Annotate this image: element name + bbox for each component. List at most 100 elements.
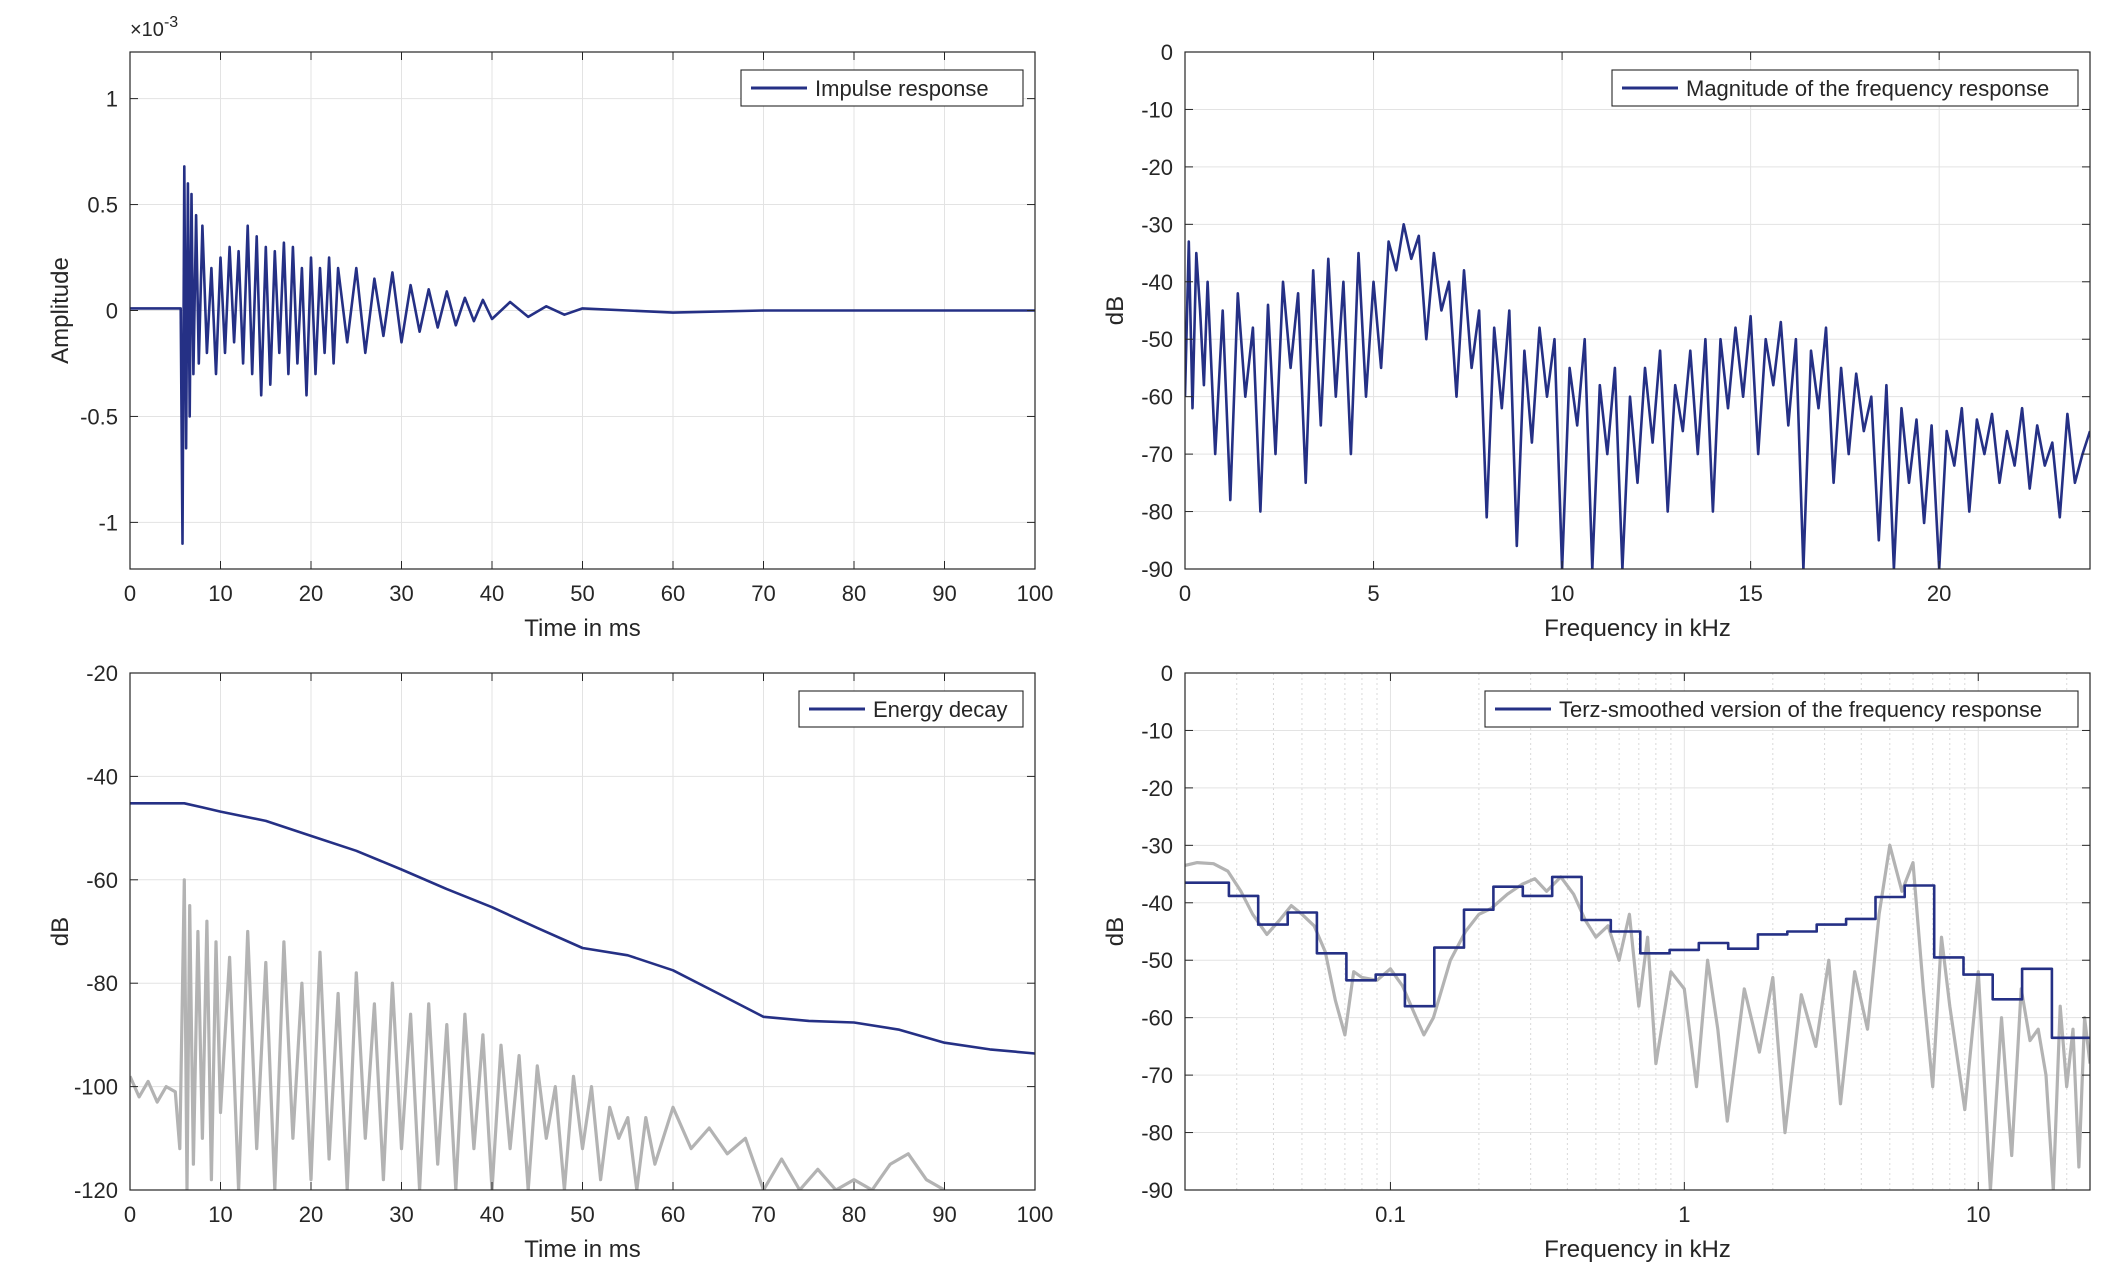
- x-tick-label: 10: [1966, 1202, 1990, 1227]
- legend: Impulse response: [740, 69, 1024, 107]
- x-tick-label: 10: [208, 581, 232, 606]
- x-tick-label: 70: [751, 1202, 775, 1227]
- legend-box: [1484, 690, 2079, 728]
- x-tick-label: 90: [932, 581, 956, 606]
- y-tick-label: -10: [1141, 718, 1173, 743]
- y-tick-label: -30: [1141, 833, 1173, 858]
- legend-label: Energy decay: [873, 697, 1008, 722]
- x-tick-label: 30: [389, 1202, 413, 1227]
- grid: [1185, 672, 2090, 1191]
- ticks: 0 5 10 15 20 0 -10 -20 -30 -40 -50 -60 -70 -80 -90: [1141, 40, 2090, 606]
- x-tick-label: 0.1: [1375, 1202, 1406, 1227]
- y-axis-label: dB: [1102, 296, 1129, 325]
- x-tick-label: 80: [842, 1202, 866, 1227]
- x-tick-label: 20: [1927, 581, 1951, 606]
- y-tick-label: -50: [1141, 948, 1173, 973]
- x-tick-label: 10: [208, 1202, 232, 1227]
- ticks: 0 10 20 30 40 50 60 70 80 90 100 -20 -40 -60 -80 -100 -1…: [74, 661, 1053, 1227]
- series-group: [130, 165, 1035, 545]
- y-tick-label: -40: [1141, 270, 1173, 295]
- x-axis-label: Frequency in kHz: [1544, 615, 1731, 642]
- y-tick-label: -20: [86, 661, 118, 686]
- x-tick-label: 20: [299, 581, 323, 606]
- y-tick-label: -20: [1141, 776, 1173, 801]
- y-tick-label: -90: [1141, 1178, 1173, 1203]
- x-tick-label: 90: [932, 1202, 956, 1227]
- y-tick-label: -40: [1141, 891, 1173, 916]
- ticks: 0 10 20 30 40 50 60 70 80 90 100 -1 -0.5 0 0.5 1: [80, 52, 1053, 606]
- x-tick-label: 100: [1017, 581, 1054, 606]
- y-axis-exponent: ×10-3: [130, 14, 178, 41]
- x-tick-label: 50: [570, 581, 594, 606]
- x-tick-label: 100: [1017, 1202, 1054, 1227]
- y-tick-label: 0.5: [87, 193, 118, 218]
- y-tick-label: -100: [74, 1075, 118, 1100]
- y-tick-label: -80: [1141, 1121, 1173, 1146]
- y-tick-label: -30: [1141, 212, 1173, 237]
- y-tick-label: -70: [1141, 1063, 1173, 1088]
- x-tick-label: 40: [480, 1202, 504, 1227]
- series-line-primary: [130, 165, 1035, 545]
- series-line-secondary: [130, 878, 946, 1190]
- x-axis-label: Time in ms: [524, 1236, 640, 1263]
- x-tick-label: 80: [842, 581, 866, 606]
- x-axis-label: Time in ms: [524, 615, 640, 642]
- y-tick-label: 0: [1161, 40, 1173, 65]
- y-tick-label: 0: [106, 299, 118, 324]
- y-tick-label: -120: [74, 1178, 118, 1203]
- series-group: [1185, 843, 2090, 1190]
- series-group: [1185, 223, 2090, 569]
- y-tick-label: -60: [1141, 1006, 1173, 1031]
- legend-label: Terz-smoothed version of the frequency r…: [1559, 697, 2042, 722]
- y-tick-label: -60: [1141, 385, 1173, 410]
- legend-box: [1611, 69, 2079, 107]
- x-tick-label: 15: [1738, 581, 1762, 606]
- y-axis-exponent-power: -3: [164, 14, 178, 31]
- x-tick-label: 60: [661, 581, 685, 606]
- y-axis-label: dB: [1102, 917, 1129, 946]
- y-tick-label: -1: [98, 510, 118, 535]
- legend-label: Magnitude of the frequency response: [1686, 76, 2049, 101]
- x-tick-label: 40: [480, 581, 504, 606]
- axes-box: [1184, 51, 2091, 570]
- x-tick-label: 1: [1678, 1202, 1690, 1227]
- y-tick-label: -80: [1141, 500, 1173, 525]
- x-axis-label: Frequency in kHz: [1544, 1236, 1731, 1263]
- y-tick-label: -20: [1141, 155, 1173, 180]
- y-tick-label: 0: [1161, 661, 1173, 686]
- x-tick-label: 0: [1179, 581, 1191, 606]
- chart-terz: 0.1 1 10 0 -10 -20 -30 -40 -50 -60 -70 -80 -90 Freque…: [1102, 661, 2091, 1263]
- y-tick-label: -10: [1141, 97, 1173, 122]
- y-tick-label: -50: [1141, 327, 1173, 352]
- y-axis-label: dB: [47, 917, 74, 946]
- legend-label: Impulse response: [815, 76, 989, 101]
- series-line-secondary: [1185, 843, 2090, 1190]
- x-tick-label: 5: [1367, 581, 1379, 606]
- legend: Terz-smoothed version of the frequency r…: [1484, 690, 2079, 728]
- x-tick-label: 10: [1550, 581, 1574, 606]
- y-tick-label: -80: [86, 971, 118, 996]
- x-tick-label: 0: [124, 581, 136, 606]
- y-tick-label: -60: [86, 868, 118, 893]
- y-tick-label: 1: [106, 87, 118, 112]
- legend: Magnitude of the frequency response: [1611, 69, 2079, 107]
- y-tick-label: -70: [1141, 442, 1173, 467]
- x-tick-label: 50: [570, 1202, 594, 1227]
- chart-magnitude: 0 5 10 15 20 0 -10 -20 -30 -40 -50 -60 -70 -80 -90 Freq…: [1102, 40, 2091, 642]
- series-group: [130, 801, 1035, 1190]
- y-tick-label: -40: [86, 764, 118, 789]
- ticks: 0.1 1 10 0 -10 -20 -30 -40 -50 -60 -70 -80 -90: [1141, 661, 2090, 1227]
- chart-impulse: 0 10 20 30 40 50 60 70 80 90 100 -1 -0.5 0 0.5 1 Time in…: [47, 14, 1053, 642]
- legend: Energy decay: [798, 690, 1024, 728]
- series-line-primary: [1185, 875, 2090, 1040]
- y-tick-label: -90: [1141, 557, 1173, 582]
- chart-energy: 0 10 20 30 40 50 60 70 80 90 100 -20 -40 -60 -80 -100 -1…: [47, 661, 1053, 1263]
- x-tick-label: 60: [661, 1202, 685, 1227]
- series-line-primary: [1185, 223, 2090, 569]
- axes-box: [1184, 672, 2091, 1191]
- y-tick-label: -0.5: [80, 404, 118, 429]
- x-tick-label: 20: [299, 1202, 323, 1227]
- series-line-primary: [130, 801, 1035, 1055]
